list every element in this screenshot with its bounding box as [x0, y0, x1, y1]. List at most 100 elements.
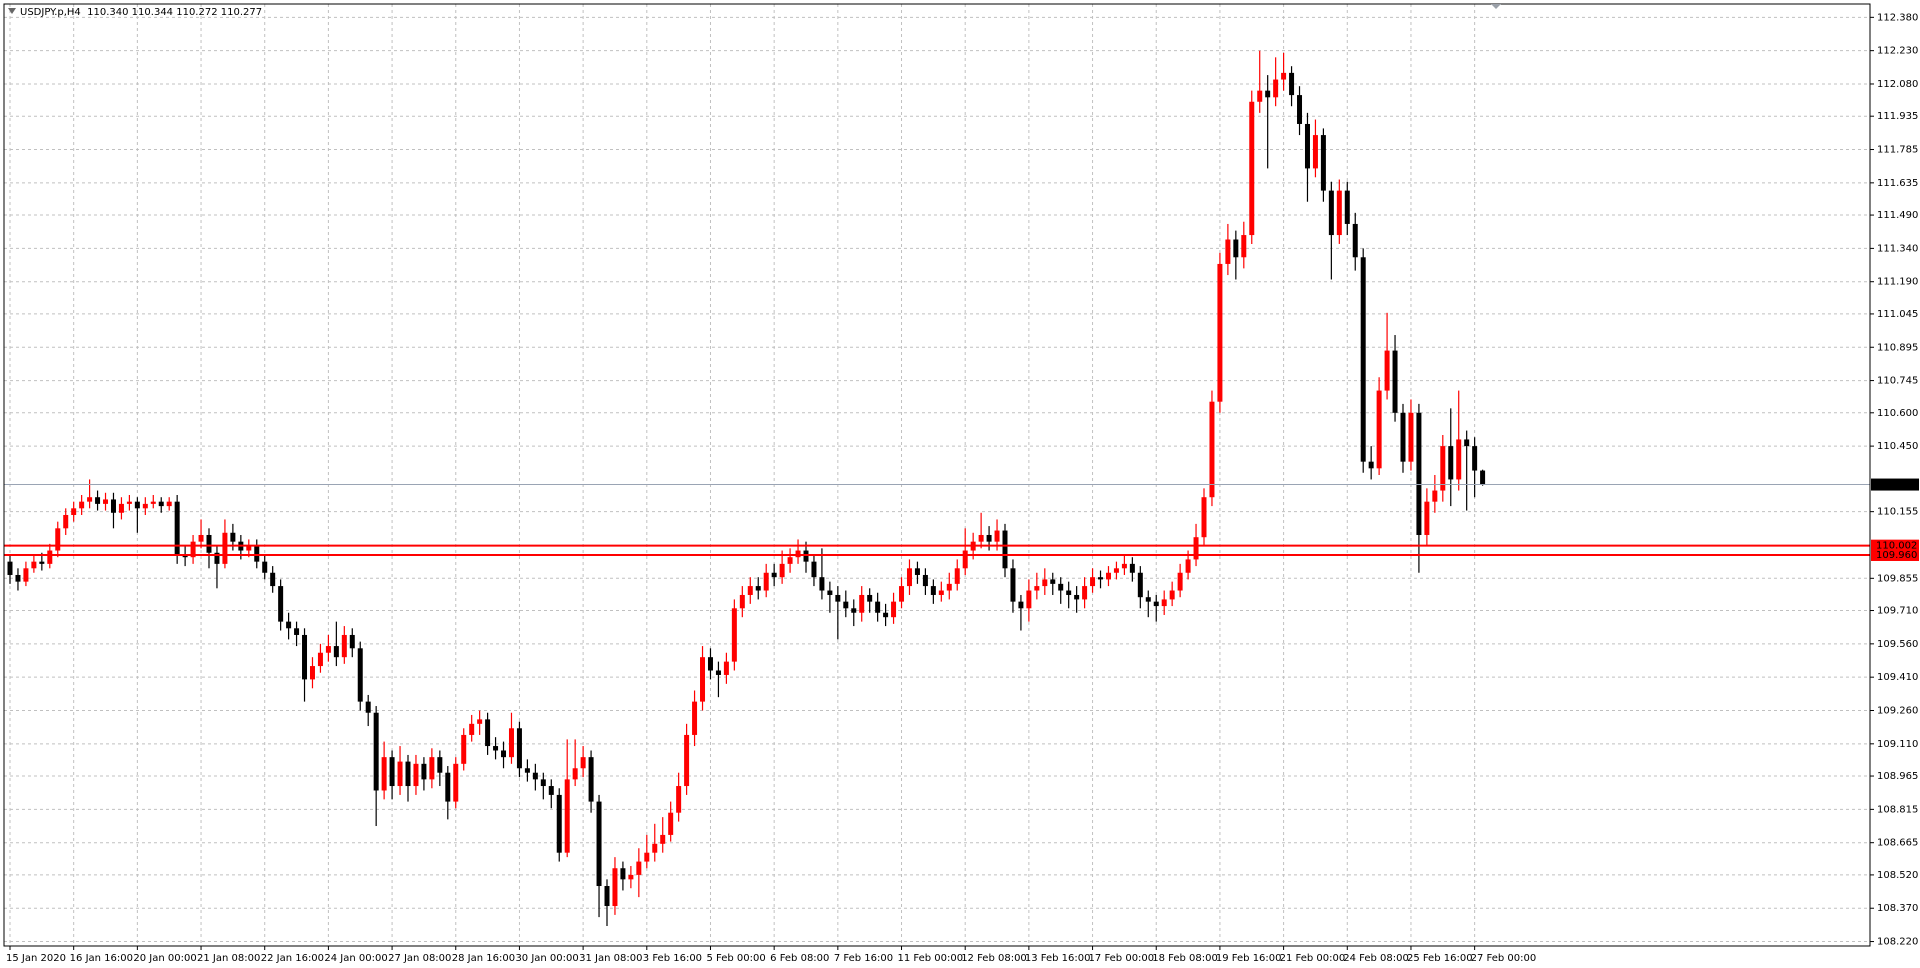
x-tick-label: 7 Feb 16:00 — [834, 953, 893, 964]
price-label: 110.277 — [1876, 480, 1917, 491]
y-tick-label: 112.380 — [1877, 12, 1918, 23]
candle-body — [357, 648, 363, 702]
candle-body — [158, 501, 164, 507]
candle-body — [103, 499, 109, 504]
candle-body — [1440, 446, 1446, 491]
candle-body — [715, 670, 721, 675]
x-tick-label: 24 Feb 08:00 — [1343, 953, 1409, 964]
candle-body — [1217, 263, 1223, 402]
candle-body — [962, 550, 968, 569]
candle-body — [1408, 412, 1414, 462]
y-tick-label: 109.560 — [1877, 639, 1918, 650]
candle-body — [1257, 90, 1263, 102]
candle-body — [341, 634, 347, 658]
candle-body — [1384, 350, 1390, 391]
shift-marker — [1491, 4, 1501, 9]
candle-body — [867, 594, 873, 602]
candle-body — [811, 561, 817, 578]
candle-body — [803, 550, 809, 562]
candle-body — [707, 657, 713, 671]
price-label: 110.002 — [1876, 541, 1917, 552]
candle-body — [700, 657, 706, 702]
candle-body — [1392, 350, 1398, 413]
y-tick-label: 108.520 — [1877, 870, 1918, 881]
candle-body — [166, 501, 172, 507]
candle-body — [55, 528, 61, 551]
candle-body — [1098, 577, 1104, 580]
candle-body — [142, 503, 148, 509]
candle-body — [787, 557, 793, 564]
candle-body — [1400, 412, 1406, 462]
candle-body — [286, 621, 292, 629]
candle-body — [795, 550, 801, 558]
candle-body — [262, 561, 268, 573]
candle-body — [1153, 601, 1159, 607]
candle-body — [644, 852, 650, 862]
candle-body — [1225, 239, 1231, 264]
candle-body — [660, 834, 666, 844]
price-label-bg — [1871, 548, 1919, 561]
candle-body — [914, 568, 920, 575]
candle-body — [604, 886, 610, 907]
candle-body — [1193, 537, 1199, 560]
y-tick-label: 109.110 — [1877, 739, 1918, 750]
candle-body — [676, 786, 682, 813]
candle-body — [270, 572, 276, 587]
candle-body — [413, 763, 419, 787]
candle-body — [1304, 123, 1310, 169]
y-tick-label: 109.260 — [1877, 706, 1918, 717]
candle-body — [692, 701, 698, 735]
plot-frame — [3, 3, 1871, 947]
x-tick-label: 5 Feb 00:00 — [706, 953, 765, 964]
candle-body — [1129, 563, 1135, 573]
candle-body — [986, 534, 992, 542]
candle-body — [63, 514, 69, 529]
x-tick-label: 27 Feb 00:00 — [1471, 953, 1537, 964]
candle-body — [150, 501, 156, 504]
candle-body — [87, 497, 93, 502]
price-label-bg — [1871, 539, 1919, 552]
y-tick-label: 108.370 — [1877, 903, 1918, 914]
candle-body — [317, 652, 323, 667]
candle-body — [1026, 590, 1032, 609]
y-tick-label: 108.665 — [1877, 838, 1918, 849]
x-tick-label: 6 Feb 08:00 — [770, 953, 829, 964]
candle-body — [1376, 390, 1382, 469]
candle-body — [1209, 401, 1215, 498]
x-tick-label: 21 Jan 08:00 — [197, 953, 260, 964]
x-tick-label: 20 Jan 00:00 — [133, 953, 196, 964]
candle-body — [1265, 90, 1271, 98]
candle-body — [524, 768, 530, 773]
y-tick-label: 108.220 — [1877, 937, 1918, 948]
candle-body — [47, 550, 53, 564]
candle-body — [302, 634, 308, 680]
y-tick-label: 111.045 — [1877, 309, 1918, 320]
candle-body — [1145, 597, 1151, 602]
candle-body — [206, 534, 212, 553]
candle-body — [747, 586, 753, 595]
candle-body — [779, 563, 785, 578]
candle-body — [222, 532, 228, 564]
candle-body — [1281, 72, 1287, 80]
candle-body — [453, 763, 459, 802]
candle-body — [946, 583, 952, 591]
x-tick-label: 12 Feb 08:00 — [961, 953, 1027, 964]
menu-icon[interactable] — [8, 8, 16, 14]
y-tick-label: 110.895 — [1877, 342, 1918, 353]
candle-body — [1074, 594, 1080, 600]
candle-body — [126, 501, 132, 504]
candle-body — [1432, 490, 1438, 502]
candle-body — [405, 761, 411, 787]
candle-body — [1456, 439, 1462, 480]
candle-body — [39, 561, 45, 564]
candle-body — [246, 546, 252, 551]
price-label: 109.960 — [1876, 550, 1917, 561]
candle-body — [723, 661, 729, 675]
candle-body — [325, 646, 331, 653]
candle-body — [851, 608, 857, 613]
y-tick-label: 109.855 — [1877, 573, 1918, 584]
candle-body — [1368, 461, 1374, 469]
candle-body — [1058, 583, 1064, 591]
